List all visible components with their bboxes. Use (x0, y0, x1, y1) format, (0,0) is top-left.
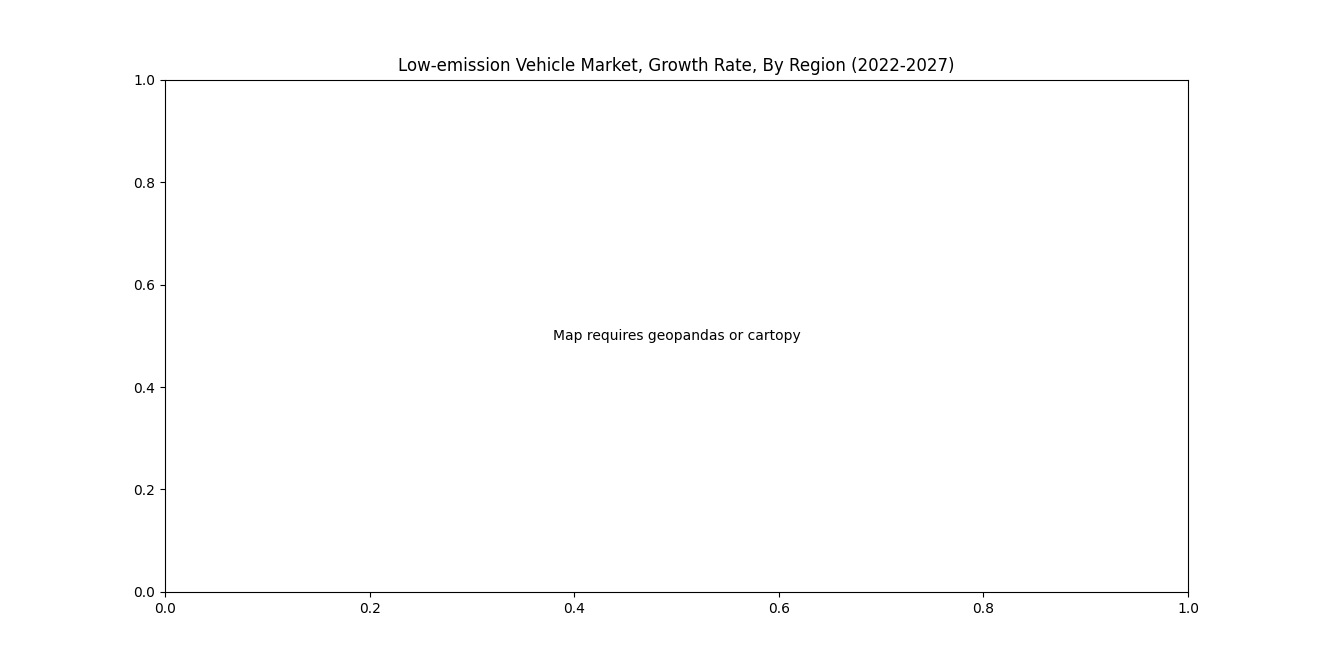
Title: Low-emission Vehicle Market, Growth Rate, By Region (2022-2027): Low-emission Vehicle Market, Growth Rate… (399, 57, 954, 75)
Text: Map requires geopandas or cartopy: Map requires geopandas or cartopy (553, 329, 800, 343)
